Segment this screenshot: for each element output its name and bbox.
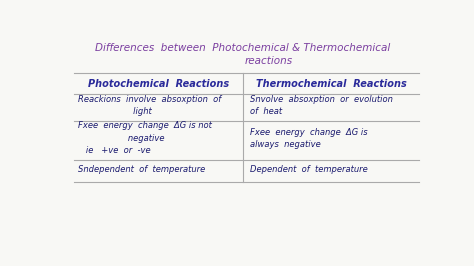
Text: Sndependent  of  temperature: Sndependent of temperature [78, 165, 205, 174]
Text: Differences  between  Photochemical & Thermochemical: Differences between Photochemical & Ther… [95, 43, 391, 53]
Text: Fxee  energy  change  ΔG is
always  negative: Fxee energy change ΔG is always negative [250, 128, 368, 149]
Text: Photochemical  Reactions: Photochemical Reactions [88, 79, 229, 89]
Text: Fxee  energy  change  ΔG is not
                   negative
   ie   +ve  or  -ve: Fxee energy change ΔG is not negative ie… [78, 121, 211, 155]
Text: Thermochemical  Reactions: Thermochemical Reactions [255, 79, 407, 89]
Text: Reackions  involve  absoxption  of
                     light: Reackions involve absoxption of light [78, 95, 221, 117]
Text: Snvolve  absoxption  or  evolution
of  heat: Snvolve absoxption or evolution of heat [250, 95, 393, 117]
Text: Dependent  of  temperature: Dependent of temperature [250, 165, 368, 174]
Text: reactions: reactions [245, 56, 293, 66]
